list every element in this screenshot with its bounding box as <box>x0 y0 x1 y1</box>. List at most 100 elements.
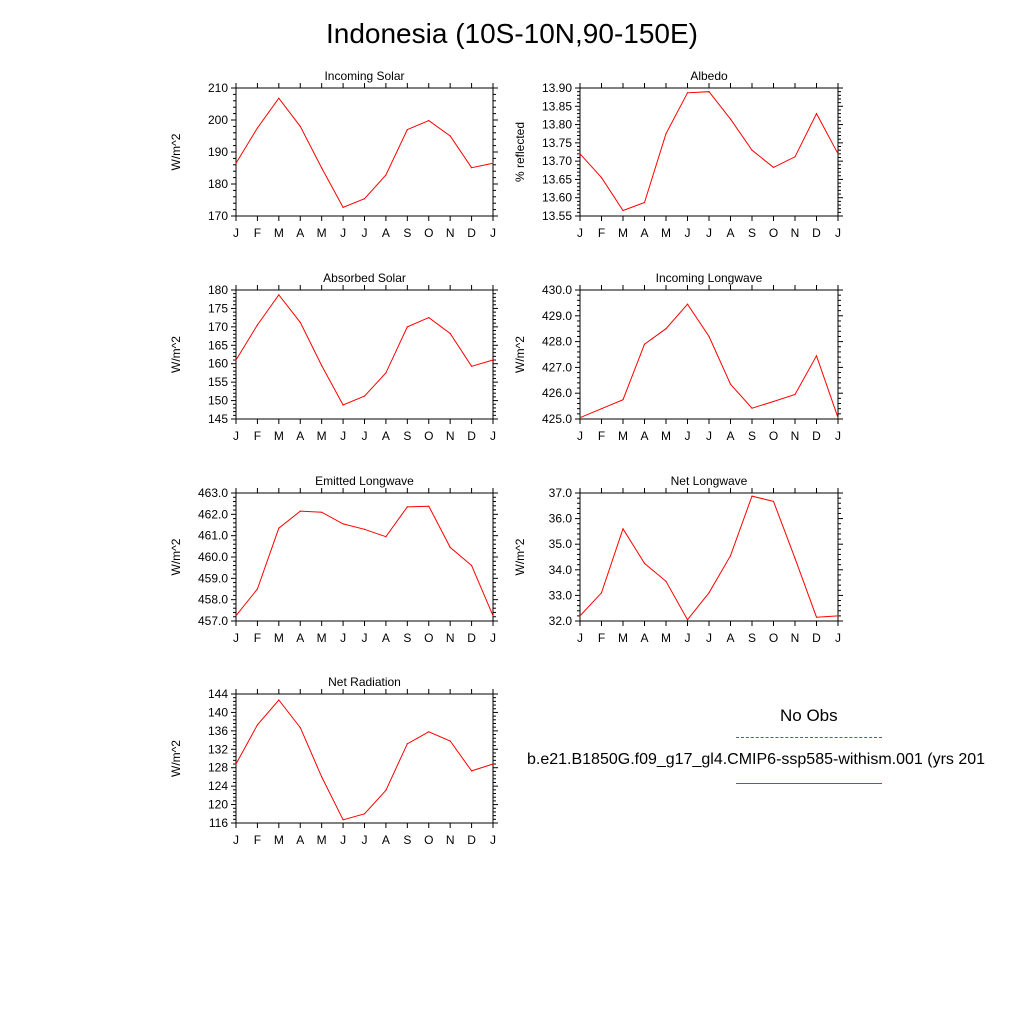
absorbed-solar-xtick-label: M <box>274 429 284 443</box>
net-longwave-series-line <box>579 495 839 621</box>
incoming-longwave-ytick-label: 430.0 <box>542 283 572 297</box>
net-radiation-xtick-label: D <box>467 833 476 847</box>
emitted-longwave-frame <box>235 492 494 622</box>
albedo-frame <box>579 87 839 217</box>
net-longwave-xtick-label: S <box>748 631 756 645</box>
albedo-xtick-label: O <box>769 226 778 240</box>
emitted-longwave-plot-area: Emitted Longwave W/m^2 457.0 458.0 459.0 460.… <box>169 474 498 645</box>
incoming-longwave-data-point <box>729 383 732 385</box>
albedo-data-point <box>794 156 796 158</box>
net-longwave-data-point <box>686 619 689 621</box>
absorbed-solar-data-point <box>449 332 451 335</box>
emitted-longwave-ytick-label: 460.0 <box>198 550 228 564</box>
net-longwave-data-point <box>837 615 839 617</box>
albedo-title: Albedo <box>690 69 728 83</box>
absorbed-solar-data-point <box>342 404 344 406</box>
emitted-longwave-ytick-label: 462.0 <box>198 507 228 521</box>
emitted-longwave-data-point <box>278 527 280 529</box>
incoming-solar-data-point <box>449 135 451 137</box>
albedo-series-line <box>579 91 839 212</box>
net-longwave-title: Net Longwave <box>671 474 748 488</box>
net-longwave-data-point <box>729 555 732 557</box>
incoming-longwave-data-point <box>772 400 775 403</box>
net-longwave-ytick-label: 33.0 <box>549 588 573 602</box>
incoming-longwave-frame <box>579 289 839 420</box>
net-radiation-xtick-label: J <box>233 833 239 847</box>
incoming-longwave-ylabel: W/m^2 <box>513 336 527 373</box>
incoming-solar-data-point <box>278 97 280 99</box>
net-radiation-ytick-label: 128 <box>208 761 228 775</box>
absorbed-solar-ytick-label: 165 <box>208 338 228 352</box>
net-longwave-xtick-label: J <box>706 631 712 645</box>
incoming-longwave-data-point <box>665 328 667 330</box>
emitted-longwave-data-point <box>256 588 259 590</box>
net-radiation-ytick-label: 124 <box>208 779 228 793</box>
net-longwave-data-point <box>751 495 753 497</box>
incoming-solar-ytick-label: 180 <box>208 177 228 191</box>
incoming-longwave-xtick-label: J <box>685 429 691 443</box>
albedo-data-point <box>708 91 710 93</box>
incoming-solar-ylabel: W/m^2 <box>169 133 183 170</box>
absorbed-solar-ylabel: W/m^2 <box>169 336 183 373</box>
emitted-longwave-xtick-label: M <box>317 631 327 645</box>
incoming-longwave-xtick-label: A <box>640 429 648 443</box>
net-radiation-data-point <box>470 770 473 772</box>
absorbed-solar-xtick-label: N <box>446 429 455 443</box>
net-longwave-ytick-label: 34.0 <box>549 563 573 577</box>
incoming-solar-xtick-label: J <box>490 226 496 240</box>
incoming-solar-ytick-label: 190 <box>208 145 228 159</box>
incoming-solar-xtick-label: J <box>233 226 239 240</box>
incoming-solar-ytick-label: 200 <box>208 113 228 127</box>
emitted-longwave-data-point <box>492 615 494 617</box>
absorbed-solar-data-point <box>235 359 237 361</box>
incoming-solar-data-point <box>342 206 344 208</box>
absorbed-solar-ytick-label: 170 <box>208 320 228 334</box>
emitted-longwave-ytick-label: 461.0 <box>198 529 228 543</box>
absorbed-solar-xtick-label: A <box>296 429 304 443</box>
absorbed-solar-ytick-label: 155 <box>208 375 228 389</box>
incoming-longwave-data-point <box>837 417 839 419</box>
absorbed-solar-data-point <box>299 321 301 324</box>
emitted-longwave-series-line <box>235 505 494 617</box>
albedo-xtick-label: J <box>685 226 691 240</box>
albedo-xtick-label: M <box>618 226 628 240</box>
albedo-ytick-label: 13.60 <box>542 191 572 205</box>
incoming-longwave-plot-area: Incoming Longwave W/m^2 425.0 426.0 427.0 428… <box>513 271 843 443</box>
absorbed-solar-data-point <box>321 364 323 367</box>
albedo-xtick-label: S <box>748 226 756 240</box>
legend-case-label: b.e21.B1850G.f09_g17_gl4.CMIP6-ssp585-wi… <box>527 751 986 768</box>
incoming-longwave-xtick-label: M <box>661 429 671 443</box>
incoming-longwave-data-point <box>686 303 689 305</box>
net-longwave-xtick-label: J <box>835 631 841 645</box>
incoming-longwave-data-point <box>794 393 796 396</box>
incoming-solar-xtick-label: M <box>274 226 284 240</box>
incoming-solar-ytick-label: 210 <box>208 81 228 95</box>
absorbed-solar-data-point <box>428 317 430 319</box>
emitted-longwave-xtick-label: S <box>403 631 411 645</box>
absorbed-solar-data-point <box>406 326 408 328</box>
incoming-longwave-data-point <box>600 408 603 410</box>
net-radiation-ytick-label: 120 <box>208 798 228 812</box>
emitted-longwave-data-point <box>321 511 323 513</box>
incoming-longwave-ytick-label: 429.0 <box>542 309 572 323</box>
albedo-data-point <box>579 153 581 155</box>
net-longwave-data-point <box>708 592 710 594</box>
net-radiation-xtick-label: J <box>490 833 496 847</box>
incoming-longwave-ytick-label: 427.0 <box>542 360 572 374</box>
absorbed-solar-frame <box>235 289 494 420</box>
albedo-xtick-label: A <box>726 226 734 240</box>
net-longwave-data-point <box>600 592 603 594</box>
net-radiation-ytick-label: 140 <box>208 705 228 719</box>
net-radiation-xtick-label: M <box>317 833 327 847</box>
albedo-xtick-label: A <box>640 226 648 240</box>
incoming-longwave-data-point <box>579 417 581 419</box>
albedo-xtick-label: J <box>835 226 841 240</box>
absorbed-solar-xtick-label: A <box>382 429 390 443</box>
net-radiation-data-point <box>278 699 280 701</box>
absorbed-solar-series-line <box>235 293 494 406</box>
net-radiation-ytick-label: 136 <box>208 724 228 738</box>
net-longwave-frame <box>579 492 839 622</box>
net-radiation-ylabel: W/m^2 <box>169 740 183 777</box>
net-radiation-xtick-label: S <box>403 833 411 847</box>
